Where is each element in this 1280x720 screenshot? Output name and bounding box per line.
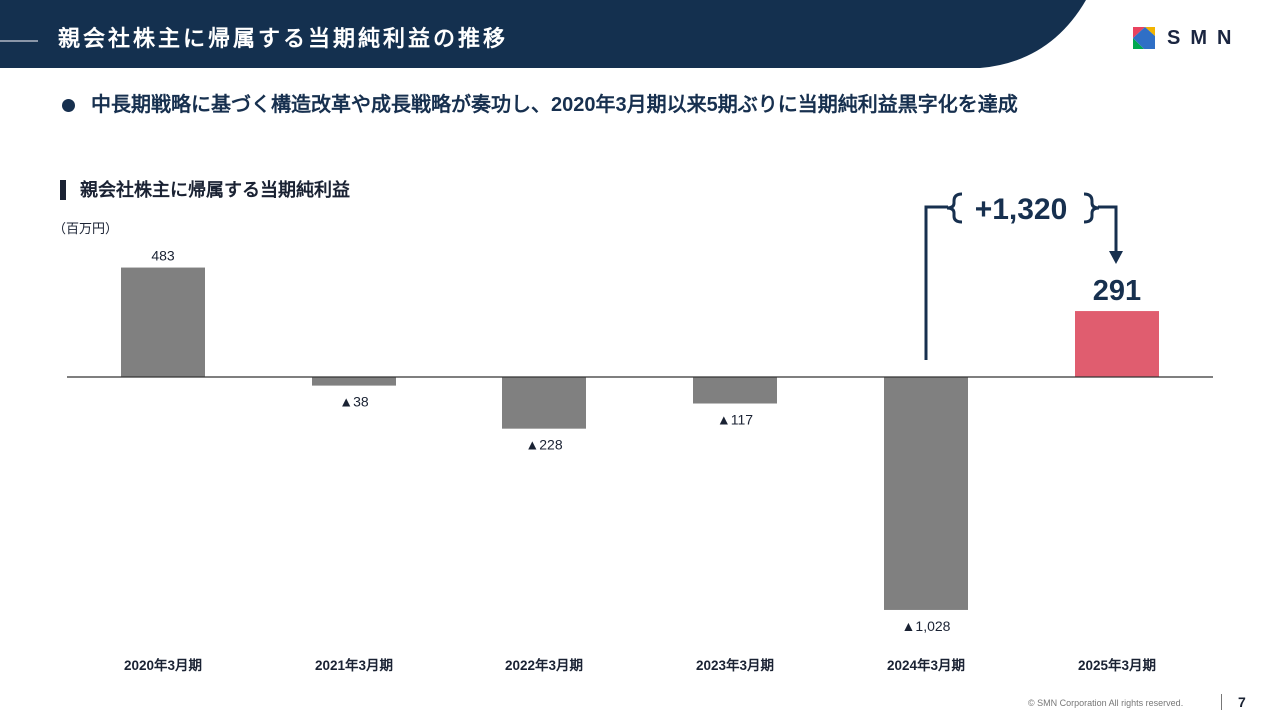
bar-2	[312, 377, 396, 386]
change-annotation: +1,320	[974, 193, 1068, 226]
bar-value-label-2: ▲38	[339, 394, 369, 410]
bullet-icon	[62, 98, 75, 112]
chart-section-title: 親会社株主に帰属する当期純利益	[60, 178, 350, 202]
logo-text: SMN	[1167, 27, 1242, 49]
change-arrow-icon	[1109, 251, 1123, 264]
bar-6	[1075, 311, 1159, 377]
x-tick-label-4: 2023年3月期	[696, 657, 774, 673]
copyright-text: © SMN Corporation All rights reserved.	[1028, 698, 1184, 708]
bar-value-label-4: ▲117	[717, 412, 753, 428]
bar-4	[693, 377, 777, 404]
bar-value-label-1: 483	[151, 248, 175, 264]
logo-mark-icon	[1133, 27, 1155, 49]
change-bracket-right	[1098, 205, 1118, 253]
bar-value-label-3: ▲228	[525, 437, 562, 453]
bar-3	[502, 377, 586, 429]
x-tick-label-6: 2025年3月期	[1078, 657, 1156, 673]
bar-value-label-6: 291	[1093, 275, 1141, 307]
x-tick-label-3: 2022年3月期	[505, 657, 583, 673]
page-number: 7	[1238, 694, 1246, 710]
company-logo: SMN	[1133, 27, 1241, 49]
header-banner-shape	[0, 0, 1086, 68]
section-marker-icon	[60, 180, 66, 200]
change-brace-left	[946, 192, 963, 224]
headline: 中長期戦略に基づく構造改革や成長戦略が奏功し、2020年3月期以来5期ぶりに当期…	[62, 90, 1018, 120]
unit-label: （百万円）	[53, 221, 119, 236]
footer-divider	[1221, 694, 1222, 710]
change-bracket-left	[924, 205, 948, 360]
bar-value-label-5: ▲1,028	[902, 618, 951, 634]
header-accent-line	[0, 40, 38, 42]
x-tick-label-5: 2024年3月期	[887, 657, 965, 673]
x-tick-label-1: 2020年3月期	[124, 657, 202, 673]
headline-text: 中長期戦略に基づく構造改革や成長戦略が奏功し、2020年3月期以来5期ぶりに当期…	[91, 94, 1018, 116]
bar-1	[121, 267, 205, 377]
page-title: 親会社株主に帰属する当期純利益の推移	[58, 26, 509, 51]
bar-5	[884, 377, 968, 610]
change-brace-right	[1083, 192, 1100, 224]
chart-title: 親会社株主に帰属する当期純利益	[80, 180, 350, 200]
x-tick-label-2: 2021年3月期	[315, 657, 393, 673]
header-banner	[0, 0, 1086, 68]
logo-blue-shard	[1133, 27, 1155, 49]
